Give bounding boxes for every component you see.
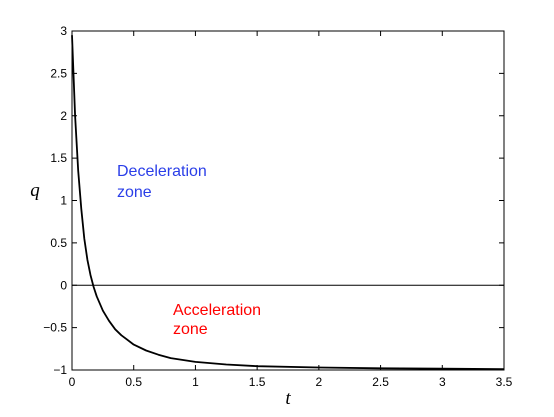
y-tick-label: 0.5 — [50, 236, 67, 250]
annotation-acceleration-line1: Acceleration — [173, 302, 261, 319]
x-tick-label: 0.5 — [125, 375, 142, 389]
annotation-deceleration-line1: Deceleration — [117, 163, 207, 180]
plot-area — [71, 30, 505, 371]
series-line-0 — [71, 35, 505, 371]
y-tick-label: 1.5 — [50, 151, 67, 165]
x-tick-label: 0 — [69, 375, 76, 389]
y-tick-label: 3 — [60, 24, 67, 38]
x-axis-label: t — [285, 388, 291, 409]
annotation-deceleration-line2: zone — [117, 184, 152, 201]
y-tick-label: 0 — [60, 278, 67, 292]
y-tick-label: 2.5 — [50, 66, 67, 80]
y-tick-label: 2 — [60, 109, 67, 123]
x-tick-label: 3 — [439, 375, 446, 389]
x-tick-label: 1.5 — [249, 375, 266, 389]
y-tick-label: 1 — [60, 194, 67, 208]
annotation-deceleration: Deceleration zone — [117, 163, 211, 201]
y-tick-label: −1 — [53, 363, 67, 377]
y-axis-label: q — [30, 180, 40, 201]
x-tick-label: 2 — [316, 375, 323, 389]
y-tick-label: −0.5 — [43, 321, 67, 335]
annotation-acceleration: Acceleration zone — [173, 302, 266, 338]
x-tick-label: 2.5 — [372, 375, 389, 389]
annotation-acceleration-line2: zone — [173, 321, 208, 338]
x-tick-label: 1 — [192, 375, 199, 389]
x-tick-label: 3.5 — [496, 375, 513, 389]
